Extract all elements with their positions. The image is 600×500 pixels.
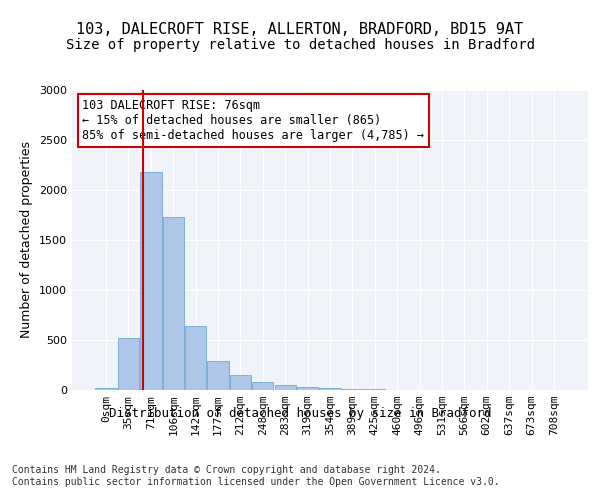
Text: Size of property relative to detached houses in Bradford: Size of property relative to detached ho… <box>65 38 535 52</box>
Text: Distribution of detached houses by size in Bradford: Distribution of detached houses by size … <box>109 408 491 420</box>
Bar <box>140 172 161 390</box>
Bar <box>163 217 184 390</box>
Bar <box>342 388 363 390</box>
Text: Contains HM Land Registry data © Crown copyright and database right 2024.
Contai: Contains HM Land Registry data © Crown c… <box>12 465 500 486</box>
Y-axis label: Number of detached properties: Number of detached properties <box>20 142 34 338</box>
Bar <box>230 374 251 390</box>
Bar <box>319 388 341 390</box>
Bar <box>252 382 274 390</box>
Bar <box>275 385 296 390</box>
Bar <box>364 389 385 390</box>
Bar <box>208 361 229 390</box>
Bar <box>185 326 206 390</box>
Text: 103, DALECROFT RISE, ALLERTON, BRADFORD, BD15 9AT: 103, DALECROFT RISE, ALLERTON, BRADFORD,… <box>76 22 524 38</box>
Bar <box>118 338 139 390</box>
Text: 103 DALECROFT RISE: 76sqm
← 15% of detached houses are smaller (865)
85% of semi: 103 DALECROFT RISE: 76sqm ← 15% of detac… <box>82 99 424 142</box>
Bar <box>297 386 318 390</box>
Bar <box>95 388 117 390</box>
